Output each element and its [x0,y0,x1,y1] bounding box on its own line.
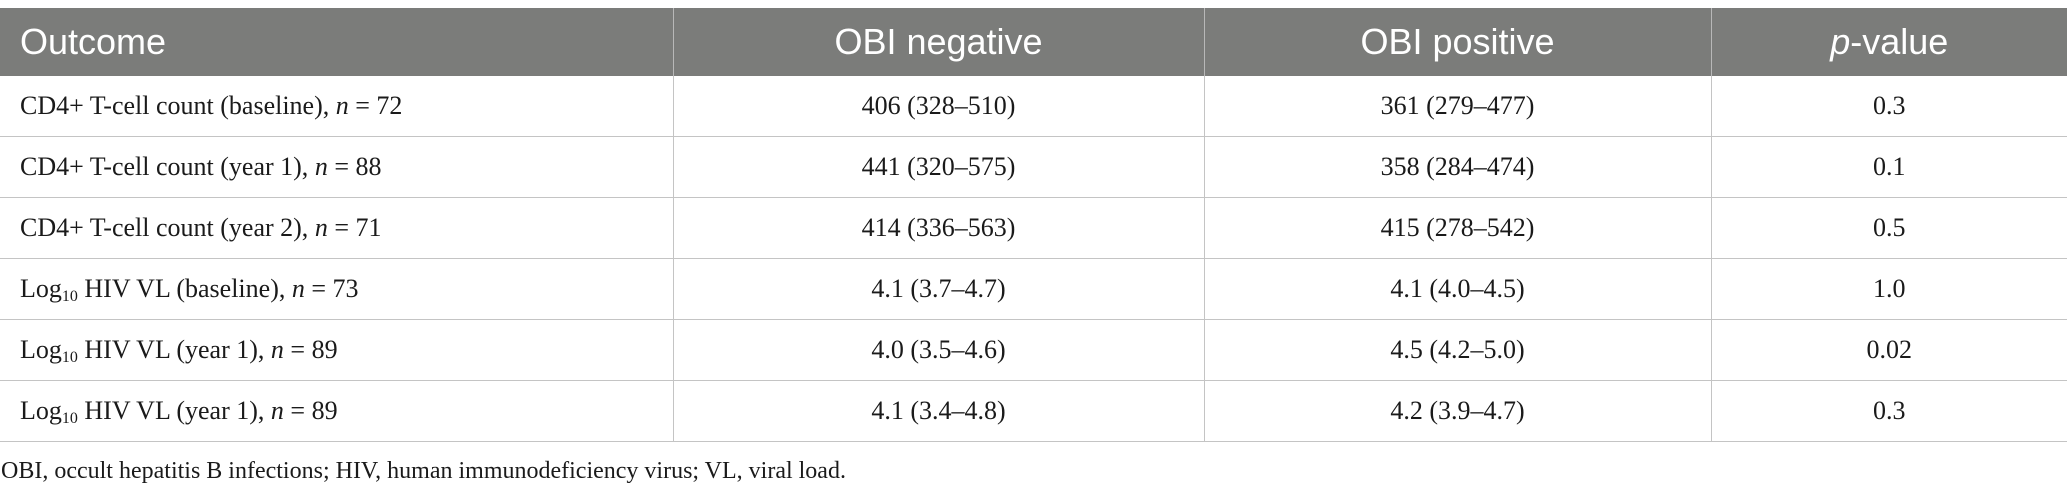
results-table: Outcome OBI negative OBI positive p-valu… [0,8,2067,442]
row-n-value: = 72 [348,91,403,120]
row-label-text: CD4+ T-cell count (year 2), [20,213,315,242]
header-p-italic: p [1830,21,1851,62]
row-label-text: Log [20,396,62,425]
row-log-subscript: 10 [61,288,78,305]
header-obi-negative: OBI negative [673,8,1205,76]
header-p-value: p-value [1711,8,2067,76]
cell-obi-positive: 4.1 (4.0–4.5) [1204,258,1712,320]
row-label-text: Log [20,335,62,364]
row-label-text-post: HIV VL (baseline), [77,274,292,303]
row-n-var: n [314,152,328,181]
cell-p-value: 0.3 [1711,76,2067,137]
cell-obi-negative: 4.0 (3.5–4.6) [673,319,1205,381]
header-outcome: Outcome [0,8,674,76]
table-body: CD4+ T-cell count (baseline), n = 72 406… [0,76,2067,442]
row-label-text: Log [20,274,62,303]
table-row: CD4+ T-cell count (baseline), n = 72 406… [0,76,2067,137]
cell-p-value: 0.5 [1711,197,2067,259]
table-row: Log10 HIV VL (baseline), n = 73 4.1 (3.7… [0,258,2067,320]
row-n-value: = 88 [327,152,382,181]
table-header: Outcome OBI negative OBI positive p-valu… [0,8,2067,76]
row-label-text-post: HIV VL (year 1), [77,335,271,364]
row-label: CD4+ T-cell count (year 1), n = 88 [0,136,674,198]
cell-p-value: 0.1 [1711,136,2067,198]
row-log-subscript: 10 [61,349,78,366]
cell-obi-negative: 4.1 (3.7–4.7) [673,258,1205,320]
row-n-value: = 73 [304,274,359,303]
row-n-value: = 89 [283,335,338,364]
row-label-text: CD4+ T-cell count (baseline), [20,91,336,120]
cell-p-value: 1.0 [1711,258,2067,320]
header-row: Outcome OBI negative OBI positive p-valu… [0,8,2067,76]
row-label: Log10 HIV VL (year 1), n = 89 [0,319,674,381]
cell-p-value: 0.02 [1711,319,2067,381]
cell-obi-positive: 415 (278–542) [1204,197,1712,259]
header-obi-positive: OBI positive [1204,8,1712,76]
table-footnote: OBI, occult hepatitis B infections; HIV,… [1,458,846,484]
cell-obi-positive: 4.5 (4.2–5.0) [1204,319,1712,381]
row-n-var: n [270,396,284,425]
row-label-text-post: HIV VL (year 1), [77,396,271,425]
cell-obi-positive: 361 (279–477) [1204,76,1712,137]
cell-obi-positive: 358 (284–474) [1204,136,1712,198]
row-log-subscript: 10 [61,410,78,427]
cell-obi-negative: 441 (320–575) [673,136,1205,198]
row-n-var: n [270,335,284,364]
row-label: Log10 HIV VL (baseline), n = 73 [0,258,674,320]
row-n-var: n [291,274,305,303]
cell-obi-negative: 406 (328–510) [673,76,1205,137]
row-label: Log10 HIV VL (year 1), n = 89 [0,380,674,442]
header-p-rest: -value [1850,21,1949,62]
results-table-container: Outcome OBI negative OBI positive p-valu… [0,8,2067,442]
cell-p-value: 0.3 [1711,380,2067,442]
table-row: CD4+ T-cell count (year 2), n = 71 414 (… [0,197,2067,259]
cell-obi-negative: 4.1 (3.4–4.8) [673,380,1205,442]
row-label: CD4+ T-cell count (baseline), n = 72 [0,76,674,137]
row-n-value: = 89 [283,396,338,425]
row-n-value: = 71 [327,213,382,242]
row-label-text: CD4+ T-cell count (year 1), [20,152,315,181]
cell-obi-negative: 414 (336–563) [673,197,1205,259]
row-label: CD4+ T-cell count (year 2), n = 71 [0,197,674,259]
table-row: CD4+ T-cell count (year 1), n = 88 441 (… [0,136,2067,198]
table-row: Log10 HIV VL (year 1), n = 89 4.0 (3.5–4… [0,319,2067,381]
cell-obi-positive: 4.2 (3.9–4.7) [1204,380,1712,442]
table-row: Log10 HIV VL (year 1), n = 89 4.1 (3.4–4… [0,380,2067,442]
row-n-var: n [314,213,328,242]
row-n-var: n [335,91,349,120]
